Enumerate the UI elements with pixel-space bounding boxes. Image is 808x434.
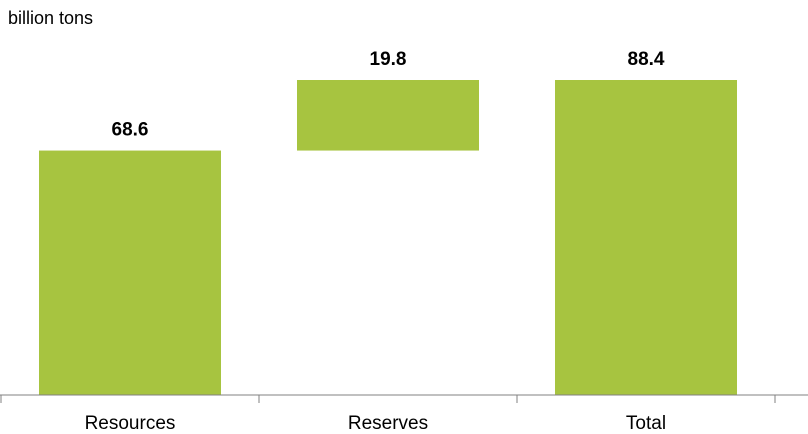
bars-group	[39, 80, 737, 395]
x-axis-labels-group: Resources Reserves Total	[85, 413, 666, 434]
data-label-resources: 68.6	[112, 120, 149, 141]
unit-label: billion tons	[8, 8, 93, 28]
data-label-total: 88.4	[628, 49, 665, 70]
x-tick-label-resources: Resources	[85, 413, 176, 434]
bar-reserves	[297, 80, 479, 151]
bar-resources	[39, 150, 221, 395]
data-labels-group: 68.6 19.8 88.4	[112, 49, 665, 141]
x-tick-label-reserves: Reserves	[348, 413, 428, 434]
x-axis-ticks-group	[0, 395, 776, 403]
data-label-reserves: 19.8	[370, 49, 407, 70]
x-tick-label-total: Total	[626, 413, 666, 434]
bar-total	[555, 80, 737, 395]
